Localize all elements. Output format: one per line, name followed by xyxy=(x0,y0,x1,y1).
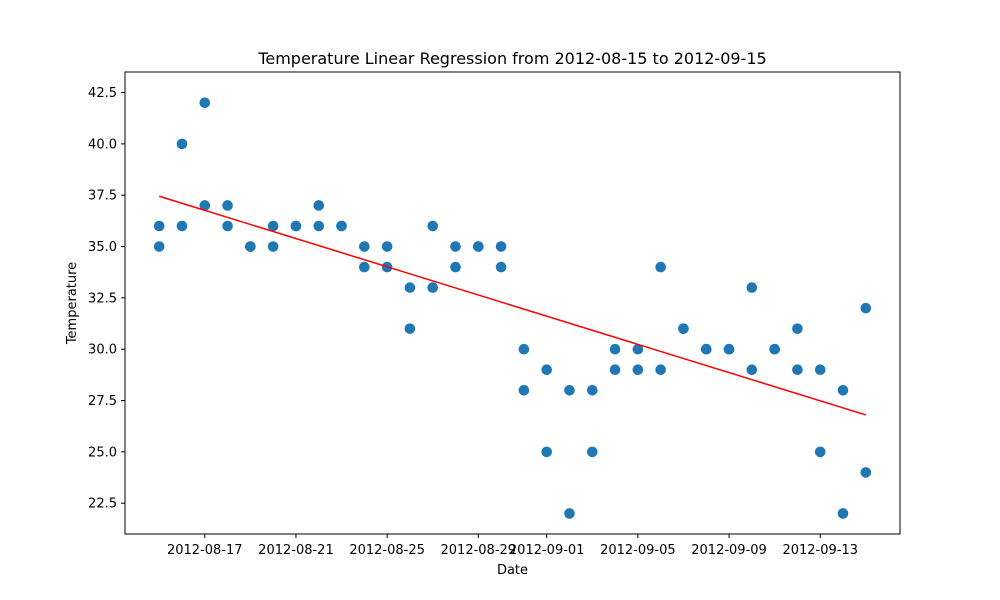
data-point xyxy=(632,364,644,376)
data-point xyxy=(313,200,325,211)
data-point xyxy=(404,323,416,334)
data-point xyxy=(860,467,872,478)
data-point xyxy=(359,241,370,252)
data-point xyxy=(495,241,507,252)
data-point xyxy=(746,364,758,376)
data-point xyxy=(860,302,872,314)
x-tick-label: 2012-09-01 xyxy=(509,543,585,558)
y-tick-label: 30.0 xyxy=(88,343,117,358)
plot-area xyxy=(153,97,872,519)
data-point xyxy=(518,384,530,396)
x-axis-ticks: 2012-08-17 2012-08-21 2012-08-25 2012-08-29… xyxy=(167,534,858,558)
data-point xyxy=(313,220,325,232)
data-point xyxy=(678,323,689,334)
data-point xyxy=(564,508,575,519)
y-tick-label: 22.5 xyxy=(88,497,117,512)
x-tick-label: 2012-08-25 xyxy=(349,543,425,558)
data-point xyxy=(655,261,666,273)
data-point xyxy=(199,97,211,109)
y-tick-label: 37.5 xyxy=(88,189,117,204)
data-point xyxy=(586,446,598,458)
data-point xyxy=(837,508,849,519)
data-point xyxy=(746,282,758,293)
data-point xyxy=(222,200,233,211)
data-point xyxy=(564,384,575,396)
data-point xyxy=(450,261,461,273)
data-point xyxy=(153,241,165,252)
data-point xyxy=(267,220,279,232)
data-point xyxy=(404,282,416,293)
data-point xyxy=(792,364,803,376)
y-tick-label: 40.0 xyxy=(88,137,117,152)
data-point xyxy=(222,220,233,232)
x-tick-label: 2012-09-05 xyxy=(600,543,676,558)
data-point xyxy=(267,241,279,252)
data-point xyxy=(199,200,211,211)
data-point xyxy=(495,261,507,273)
data-point xyxy=(586,384,598,396)
data-point xyxy=(541,364,552,376)
data-point xyxy=(609,364,621,376)
data-point xyxy=(290,220,302,232)
plot-frame xyxy=(124,71,901,535)
x-tick-label: 2012-08-17 xyxy=(167,543,243,558)
data-point xyxy=(153,220,165,232)
data-point xyxy=(814,446,826,458)
y-tick-label: 35.0 xyxy=(88,240,117,255)
data-point xyxy=(700,343,712,355)
data-point xyxy=(450,241,461,252)
data-point xyxy=(176,220,188,232)
data-point xyxy=(837,384,849,396)
x-tick-label: 2012-08-29 xyxy=(441,543,517,558)
data-point xyxy=(336,220,347,232)
data-point xyxy=(769,343,780,355)
x-tick-label: 2012-08-21 xyxy=(258,543,334,558)
data-point xyxy=(792,323,803,334)
regression-line xyxy=(158,195,867,416)
data-point xyxy=(518,343,530,355)
data-point xyxy=(814,364,826,376)
y-axis-label: Temperature xyxy=(65,262,80,345)
data-point xyxy=(632,343,644,355)
x-tick-label: 2012-09-13 xyxy=(782,543,858,558)
data-point xyxy=(176,138,188,150)
data-point xyxy=(609,343,621,355)
y-tick-label: 27.5 xyxy=(88,394,117,409)
chart-title: Temperature Linear Regression from 2012-… xyxy=(257,49,766,68)
y-axis-ticks: 22.5 25.0 27.5 30.0 32.5 35.0 37.5 40.0 42.5 xyxy=(88,86,125,512)
x-tick-label: 2012-09-09 xyxy=(691,543,767,558)
y-tick-label: 25.0 xyxy=(88,445,117,460)
y-tick-label: 32.5 xyxy=(88,291,117,306)
data-point xyxy=(723,343,735,355)
y-tick-label: 42.5 xyxy=(88,86,117,101)
data-point xyxy=(427,282,439,293)
data-point xyxy=(245,241,256,252)
data-point xyxy=(655,364,666,376)
data-point xyxy=(381,241,393,252)
x-axis-label: Date xyxy=(497,563,528,578)
data-point xyxy=(427,220,439,232)
data-point xyxy=(359,261,370,273)
data-point xyxy=(473,241,484,252)
data-point xyxy=(541,446,552,458)
